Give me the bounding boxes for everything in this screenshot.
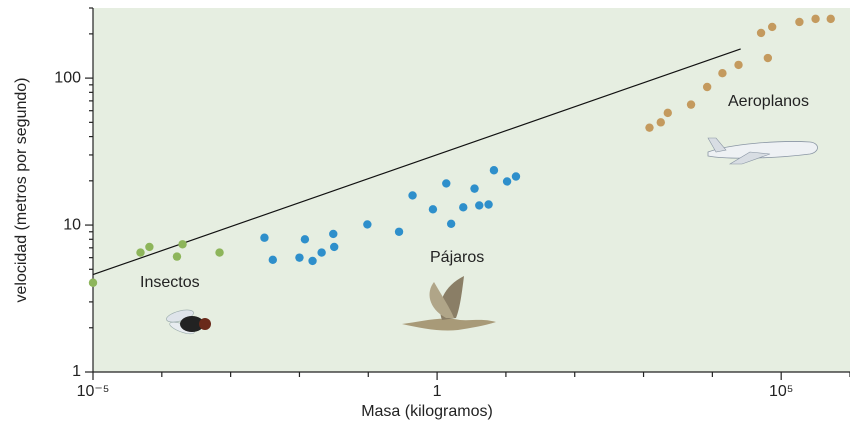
data-point xyxy=(734,61,742,69)
data-point xyxy=(308,257,316,265)
data-point xyxy=(484,200,492,208)
data-point xyxy=(664,109,672,117)
data-point xyxy=(317,248,325,256)
y-tick-label: 100 xyxy=(54,69,81,86)
plot-area: 10⁻⁵ 1 10⁵ 1 10 100 Insectos Pájaros Aeroplanos xyxy=(54,8,850,400)
data-point xyxy=(459,203,467,211)
data-point xyxy=(475,201,483,209)
data-point xyxy=(657,118,665,126)
group-label: Pájaros xyxy=(430,249,484,266)
chart: 10⁻⁵110⁵110100InsectosPájarosAeroplanos … xyxy=(0,0,850,429)
data-point xyxy=(512,172,520,180)
data-point xyxy=(470,184,478,192)
data-point xyxy=(490,166,498,174)
data-point xyxy=(330,243,338,251)
data-point xyxy=(408,191,416,199)
data-point xyxy=(429,205,437,213)
data-point xyxy=(718,69,726,77)
data-point xyxy=(329,230,337,238)
data-point xyxy=(89,279,97,287)
data-point xyxy=(260,234,268,242)
x-axis-label: Masa (kilogramos) xyxy=(361,403,493,420)
data-point xyxy=(173,252,181,260)
data-point xyxy=(178,240,186,248)
data-point xyxy=(269,256,277,264)
y-tick-label: 1 xyxy=(72,363,81,380)
data-point xyxy=(295,253,303,261)
x-tick-label: 10⁵ xyxy=(769,383,793,400)
data-point xyxy=(395,228,403,236)
data-point xyxy=(764,54,772,62)
y-axis-label: velocidad (metros por segundo) xyxy=(13,77,30,302)
data-point xyxy=(768,23,776,31)
data-point xyxy=(811,15,819,23)
y-tick-label: 10 xyxy=(63,216,81,233)
data-point xyxy=(145,243,153,251)
data-point xyxy=(827,15,835,23)
data-point xyxy=(795,18,803,26)
data-point xyxy=(703,83,711,91)
data-point xyxy=(215,248,223,256)
data-point xyxy=(447,220,455,228)
data-point xyxy=(363,220,371,228)
group-label: Insectos xyxy=(140,274,200,291)
data-point xyxy=(301,235,309,243)
data-point xyxy=(757,29,765,37)
group-label: Aeroplanos xyxy=(728,93,809,110)
data-point xyxy=(503,177,511,185)
x-tick-label: 10⁻⁵ xyxy=(77,383,110,400)
x-tick-label: 1 xyxy=(433,383,442,400)
data-point xyxy=(687,100,695,108)
data-point xyxy=(442,179,450,187)
data-point xyxy=(136,248,144,256)
data-point xyxy=(645,123,653,131)
